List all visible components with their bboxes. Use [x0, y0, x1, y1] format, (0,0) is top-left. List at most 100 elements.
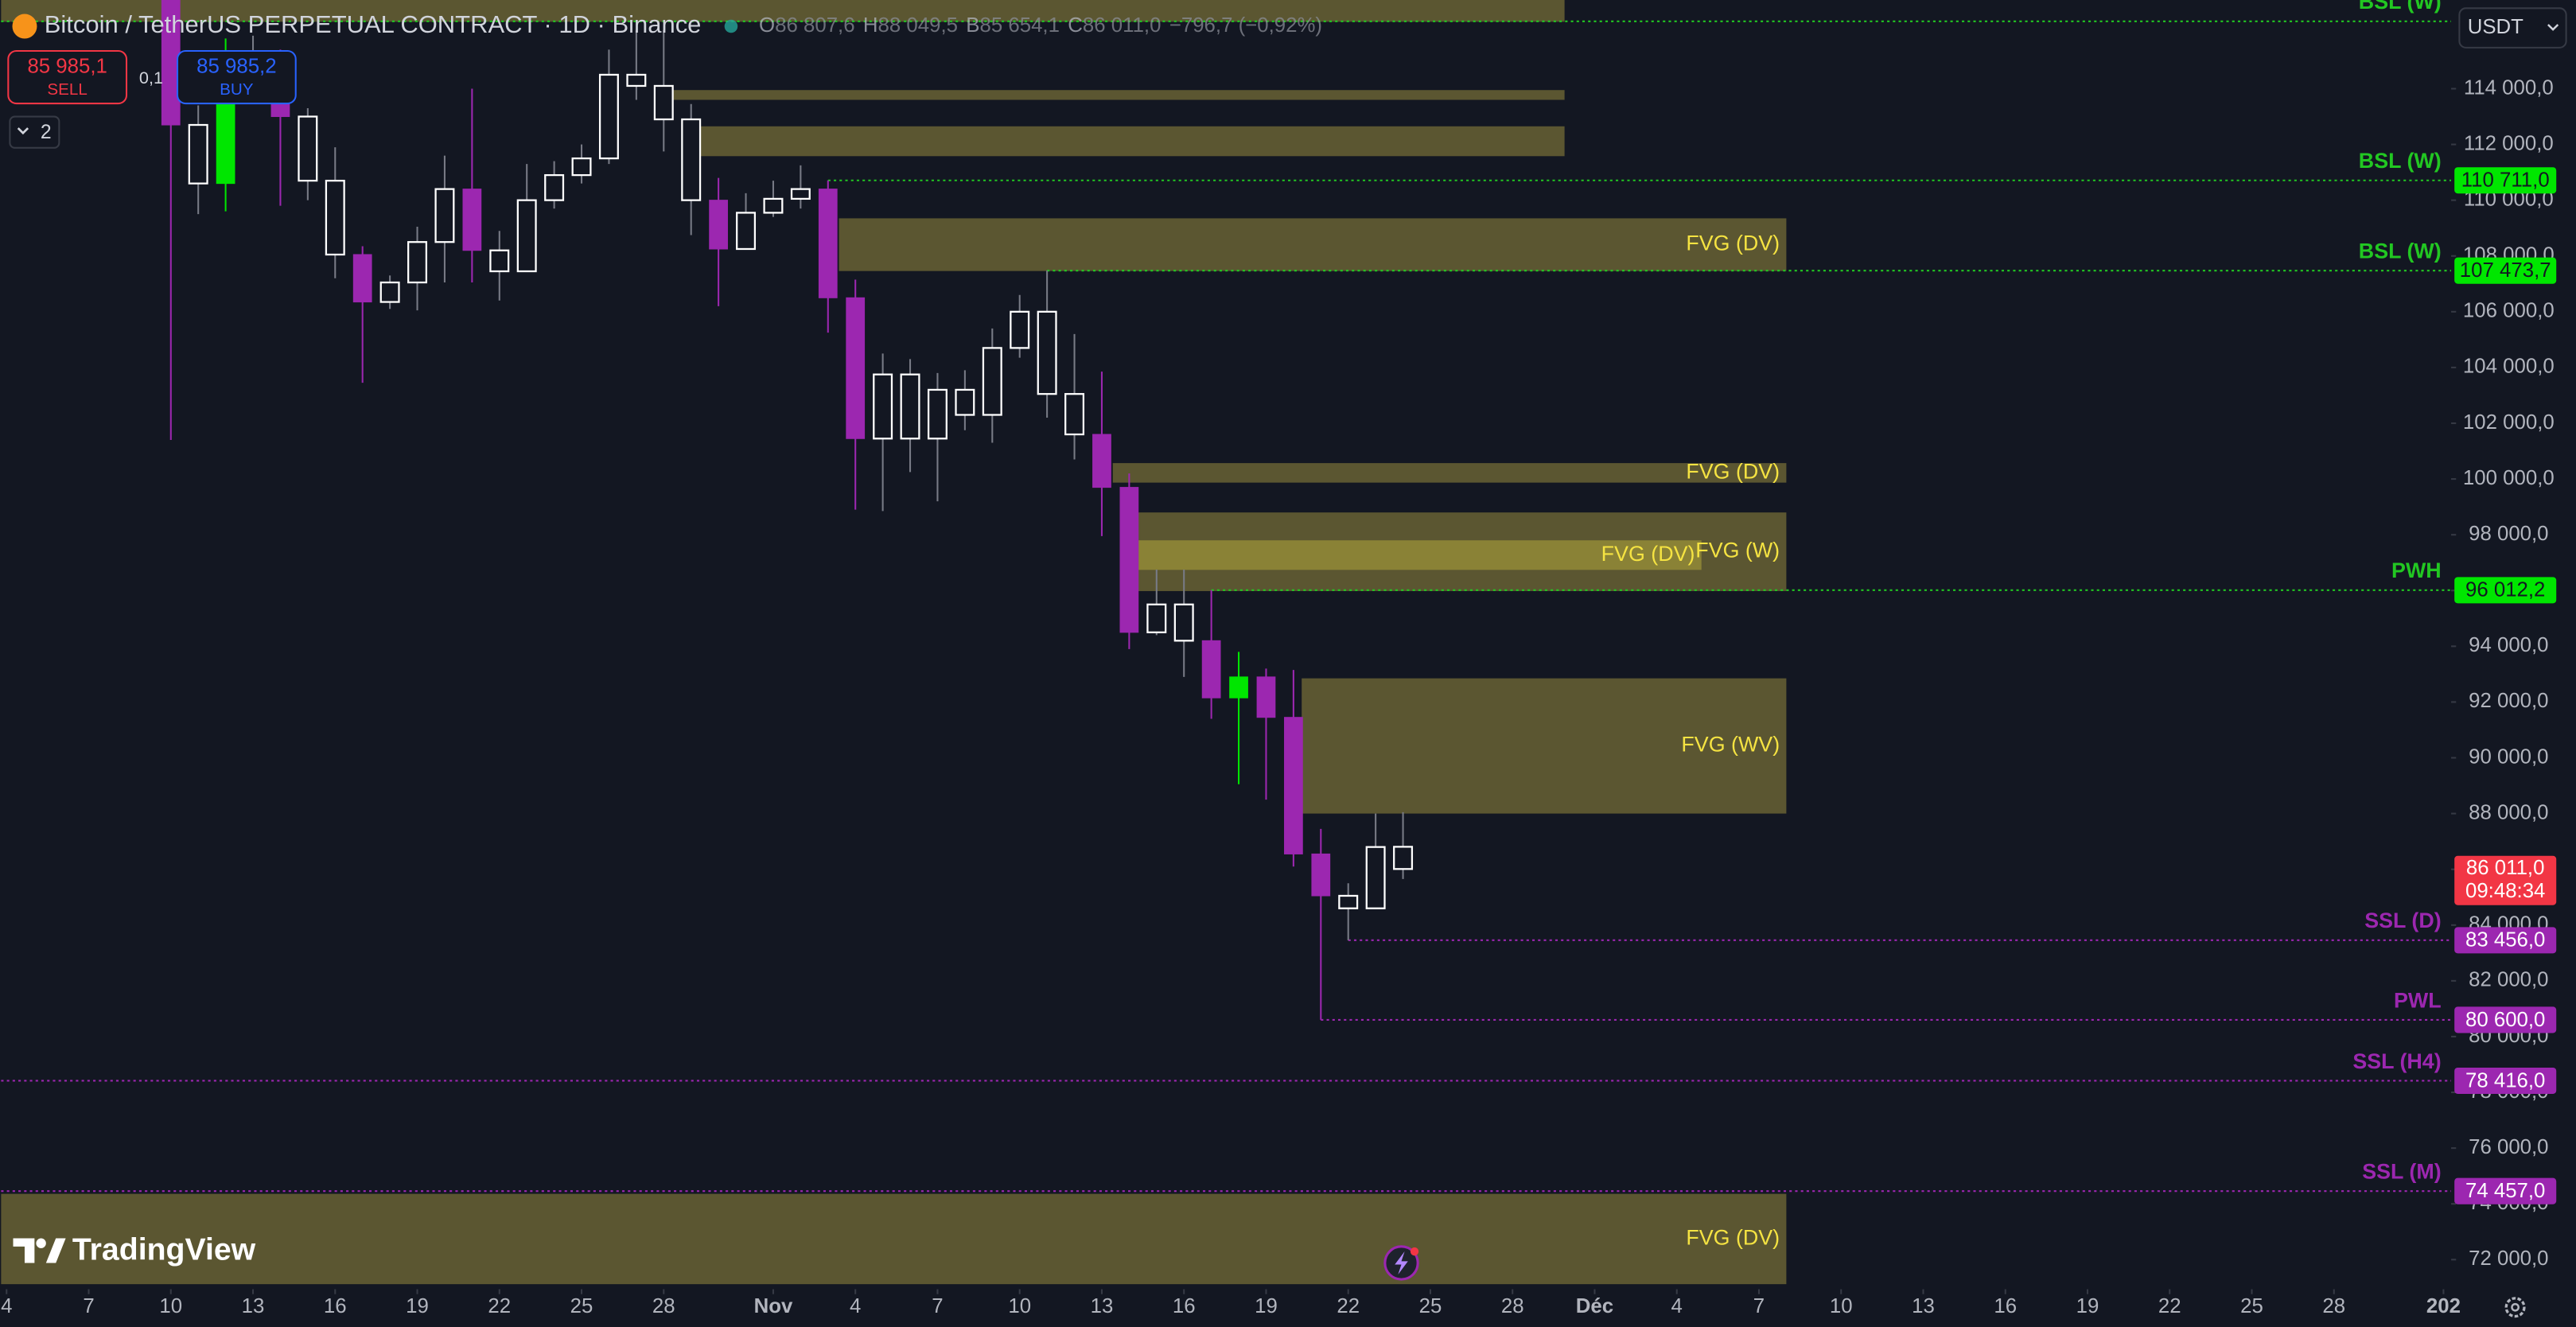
buy-price[interactable]: 85 985,2	[197, 55, 276, 77]
candle-body	[544, 173, 565, 201]
currency-box[interactable]	[2458, 7, 2567, 49]
ohlc-value: 86 807,6	[775, 14, 854, 37]
logo-mark	[13, 1238, 35, 1263]
ohlc-value: 86 011,0	[1083, 14, 1162, 37]
candle-body	[1229, 676, 1248, 699]
candle-body	[1393, 846, 1414, 870]
x-tick-label: 13	[1912, 1295, 1935, 1317]
x-tick-label: 13	[242, 1295, 265, 1317]
chevron	[17, 127, 29, 135]
settings-button[interactable]	[2504, 1297, 2526, 1318]
sell-label[interactable]: SELL	[47, 80, 87, 99]
x-tick-label: Nov	[754, 1295, 793, 1317]
buy-button[interactable]: 85 985,2 BUY	[176, 49, 297, 105]
x-tick-label: 28	[652, 1295, 675, 1317]
fvg-zone	[839, 218, 1787, 271]
candle-body	[571, 157, 592, 177]
price-tag	[2454, 1067, 2557, 1094]
currency-label[interactable]: USDT	[2468, 16, 2523, 38]
x-tick-label: 25	[1419, 1295, 1442, 1317]
y-tick-label: 72 000,0	[2469, 1247, 2548, 1270]
y-tick-label: 106 000,0	[2463, 300, 2555, 322]
ohlc-legend: O86 807,6 H88 049,5 B85 654,1 C86 011,0 −796…	[759, 14, 1322, 37]
sell-price[interactable]: 85 985,1	[27, 55, 107, 77]
x-tick-label: 16	[1994, 1295, 2017, 1317]
candle-body	[818, 189, 838, 298]
alert-icon[interactable]	[1383, 1245, 1419, 1281]
candle-body	[1037, 310, 1057, 395]
candle-body	[1284, 717, 1303, 854]
fvg-label: FVG (DV)	[1686, 232, 1780, 255]
candle-body	[736, 212, 757, 251]
symbol-title[interactable]: Bitcoin / TetherUS PERPETUAL CONTRACT · …	[45, 10, 702, 38]
candle-body	[900, 373, 920, 440]
fvg-zone	[691, 126, 1565, 157]
candle-body	[681, 118, 702, 201]
fvg-zone	[663, 90, 1565, 100]
price-tag-label: 74 457,0	[2465, 1180, 2545, 1202]
y-tick-label: 88 000,0	[2469, 801, 2548, 823]
price-tag-label: 96 012,2	[2465, 579, 2545, 601]
x-tick-label: 202	[2426, 1295, 2461, 1317]
x-tick-label: 22	[488, 1295, 511, 1317]
candle-body	[653, 84, 674, 121]
currency-selector[interactable]: USDT	[2458, 7, 2567, 49]
candle-body	[1064, 393, 1085, 436]
layers-count[interactable]: 2	[41, 122, 52, 143]
x-tick-label: 28	[1501, 1295, 1524, 1317]
brand-logo[interactable]: TradingView	[13, 1232, 256, 1267]
sell-button[interactable]: 85 985,1 SELL	[7, 49, 128, 105]
candle-body	[352, 254, 372, 303]
layers-toggle[interactable]: 2	[9, 115, 60, 149]
y-tick-label: 114 000,0	[2464, 76, 2554, 99]
x-tick-label: 28	[2322, 1295, 2345, 1317]
buy-label[interactable]: BUY	[220, 80, 254, 99]
liquidity-label: PWL	[2394, 988, 2442, 1012]
x-tick-label: 16	[324, 1295, 347, 1317]
brand-name[interactable]: TradingView	[72, 1232, 256, 1267]
buy-box[interactable]	[176, 49, 297, 105]
fvg-zone	[1, 1193, 1787, 1285]
candle-body	[516, 199, 537, 273]
gear-center	[2511, 1302, 2520, 1312]
fvg-label: FVG (DV)	[1686, 1225, 1780, 1249]
x-tick-label: 7	[932, 1295, 943, 1317]
candle-body	[1092, 434, 1111, 488]
gear[interactable]	[2504, 1297, 2526, 1318]
fvg-label: FVG (WV)	[1681, 733, 1780, 757]
ohlc-value: 85 654,1	[980, 14, 1060, 37]
candle-body	[188, 123, 208, 185]
price-tag	[2454, 257, 2557, 284]
chevron	[2547, 24, 2559, 31]
liquidity-label: SSL (M)	[2362, 1160, 2441, 1184]
price-tag	[2454, 1006, 2557, 1033]
x-tick-label: 7	[83, 1295, 94, 1317]
coin-icon	[12, 14, 37, 39]
sell-box[interactable]	[7, 49, 128, 105]
candle-body	[434, 188, 455, 243]
x-tick-label: 10	[1008, 1295, 1031, 1317]
x-tick-label: 10	[1830, 1295, 1853, 1317]
y-tick-label: 76 000,0	[2469, 1136, 2548, 1158]
liquidity-label: SSL (H4)	[2352, 1049, 2441, 1073]
x-tick-label: 4	[1671, 1295, 1683, 1317]
candle-body	[1256, 676, 1276, 718]
x-tick-label: 16	[1173, 1295, 1196, 1317]
price-tag-label: 83 456,0	[2465, 929, 2545, 951]
candle-body	[927, 388, 948, 440]
layers-box[interactable]	[9, 115, 60, 149]
candle-body	[1146, 603, 1167, 633]
fvg-zone	[1, 0, 1565, 22]
x-tick-label: 19	[406, 1295, 429, 1317]
liquidity-label: BSL (W)	[2359, 149, 2442, 173]
logo-mark	[36, 1238, 46, 1248]
liquidity-label: PWH	[2391, 558, 2442, 582]
fvg-zone	[1112, 463, 1787, 483]
liquidity-label: BSL (W)	[2359, 0, 2442, 14]
y-tick-label: 102 000,0	[2463, 411, 2555, 434]
ohlc-change: −796,7 (−0,92%)	[1169, 14, 1322, 37]
x-tick-label: Déc	[1576, 1295, 1613, 1317]
y-tick-label: 100 000,0	[2463, 467, 2555, 489]
x-tick-label: 22	[1337, 1295, 1360, 1317]
